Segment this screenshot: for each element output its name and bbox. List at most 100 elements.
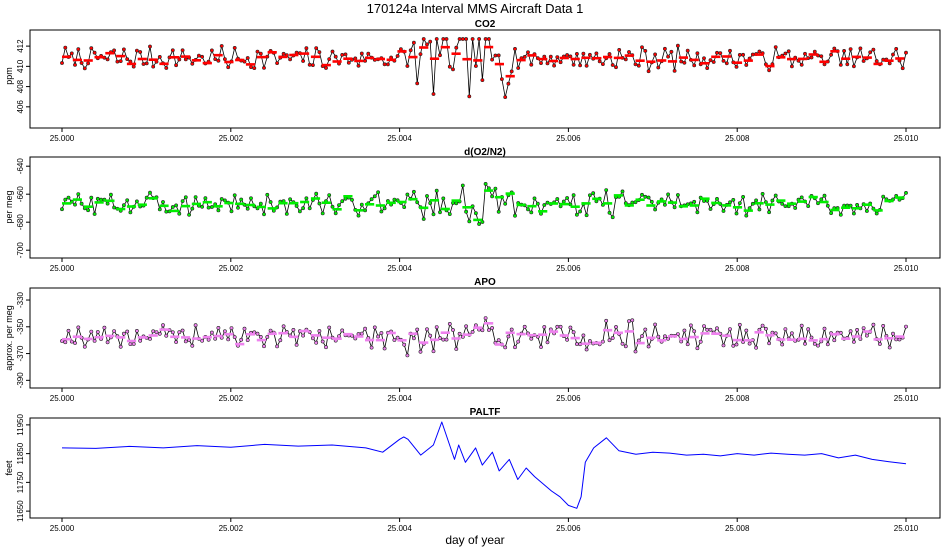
apo-point <box>689 323 693 328</box>
co2-point <box>209 48 214 53</box>
co2-point <box>627 50 631 54</box>
co2-point <box>702 56 706 61</box>
paltf-y-axis-label: feet <box>4 460 14 476</box>
apo-point <box>568 325 573 330</box>
o2n2-point <box>317 201 322 206</box>
o2n2-point <box>284 211 289 216</box>
co2-point <box>861 59 866 63</box>
apo-point <box>301 333 306 338</box>
apo-point <box>698 339 703 344</box>
co2-point <box>676 43 680 48</box>
apo-point <box>444 337 449 342</box>
o2n2-point <box>561 199 566 204</box>
co2-point <box>454 45 459 50</box>
x-tick-label: 25.010 <box>894 264 919 273</box>
co2-point <box>614 65 618 70</box>
apo-point <box>138 338 143 343</box>
co2-point <box>842 49 847 53</box>
o2n2-y-axis-label: per meg <box>4 190 14 223</box>
co2-point <box>213 57 218 62</box>
o2n2-point <box>799 195 804 200</box>
co2-point <box>480 78 485 83</box>
apo-point <box>157 331 162 336</box>
o2n2-point <box>793 206 798 210</box>
o2n2-point <box>865 209 869 213</box>
x-tick-label: 25.008 <box>725 264 750 273</box>
apo-point <box>232 335 237 340</box>
co2-point <box>222 57 227 62</box>
apo-point <box>294 342 299 347</box>
x-tick-label: 25.000 <box>50 524 75 533</box>
apo-point <box>643 327 648 332</box>
o2n2-point <box>513 213 517 218</box>
co2-point <box>330 49 335 54</box>
co2-point <box>314 46 319 51</box>
apo-point <box>324 345 328 350</box>
o2n2-point <box>708 207 713 211</box>
o2n2-point <box>454 201 459 206</box>
o2n2-point <box>467 219 472 224</box>
o2n2-point <box>744 213 749 218</box>
o2n2-point <box>532 196 537 201</box>
apo-point <box>764 326 768 331</box>
co2-point <box>395 54 400 58</box>
co2-point <box>773 45 778 50</box>
co2-point <box>63 45 68 50</box>
apo-point <box>363 326 368 331</box>
apo-point <box>213 336 218 341</box>
apo-point <box>265 335 270 339</box>
co2-point <box>249 65 253 70</box>
o2n2-point <box>535 201 540 206</box>
co2-point <box>809 55 814 60</box>
o2n2-point <box>258 201 263 206</box>
o2n2-point <box>60 207 64 212</box>
apo-point <box>372 325 377 330</box>
co2-point <box>610 63 615 67</box>
apo-series <box>60 316 908 358</box>
x-tick-label: 25.006 <box>556 524 581 533</box>
o2n2-point <box>483 181 488 186</box>
co2-point <box>151 64 156 69</box>
apo-point <box>480 328 485 333</box>
o2n2-point <box>222 198 227 203</box>
co2-point <box>666 54 671 59</box>
co2-point <box>288 57 293 62</box>
y-tick-label: -700 <box>16 242 25 259</box>
co2-point <box>881 57 886 62</box>
o2n2-point <box>411 189 416 194</box>
o2n2-point <box>555 197 560 201</box>
co2-point <box>317 50 322 55</box>
o2n2-point <box>783 204 788 209</box>
apo-point <box>640 334 644 339</box>
co2-point <box>310 63 315 68</box>
o2n2-point <box>76 192 81 197</box>
o2n2-point <box>209 205 214 209</box>
o2n2-point <box>620 189 625 194</box>
co2-point <box>180 48 185 53</box>
co2-point <box>343 52 348 57</box>
co2-point <box>73 63 77 67</box>
co2-point <box>496 53 501 58</box>
o2n2-point <box>95 196 100 201</box>
co2-point <box>164 66 169 70</box>
apo-point <box>102 325 107 330</box>
co2-point <box>672 69 677 73</box>
o2n2-point <box>425 194 429 198</box>
o2n2-point <box>591 191 596 196</box>
o2n2-point <box>663 202 667 207</box>
apo-point <box>757 327 762 332</box>
x-tick-label: 25.010 <box>894 394 919 403</box>
apo-point <box>767 341 772 346</box>
co2-point <box>115 59 120 64</box>
y-tick-label: 412 <box>16 39 25 53</box>
o2n2-point <box>441 196 446 201</box>
co2-point <box>829 52 834 57</box>
apo-point <box>581 333 586 338</box>
apo-point <box>676 332 680 337</box>
co2-point <box>571 62 576 67</box>
y-tick-label: -390 <box>16 372 25 389</box>
co2-point <box>503 95 508 100</box>
o2n2-point <box>180 199 185 204</box>
co2-point <box>803 51 807 56</box>
paltf-line <box>61 421 907 509</box>
